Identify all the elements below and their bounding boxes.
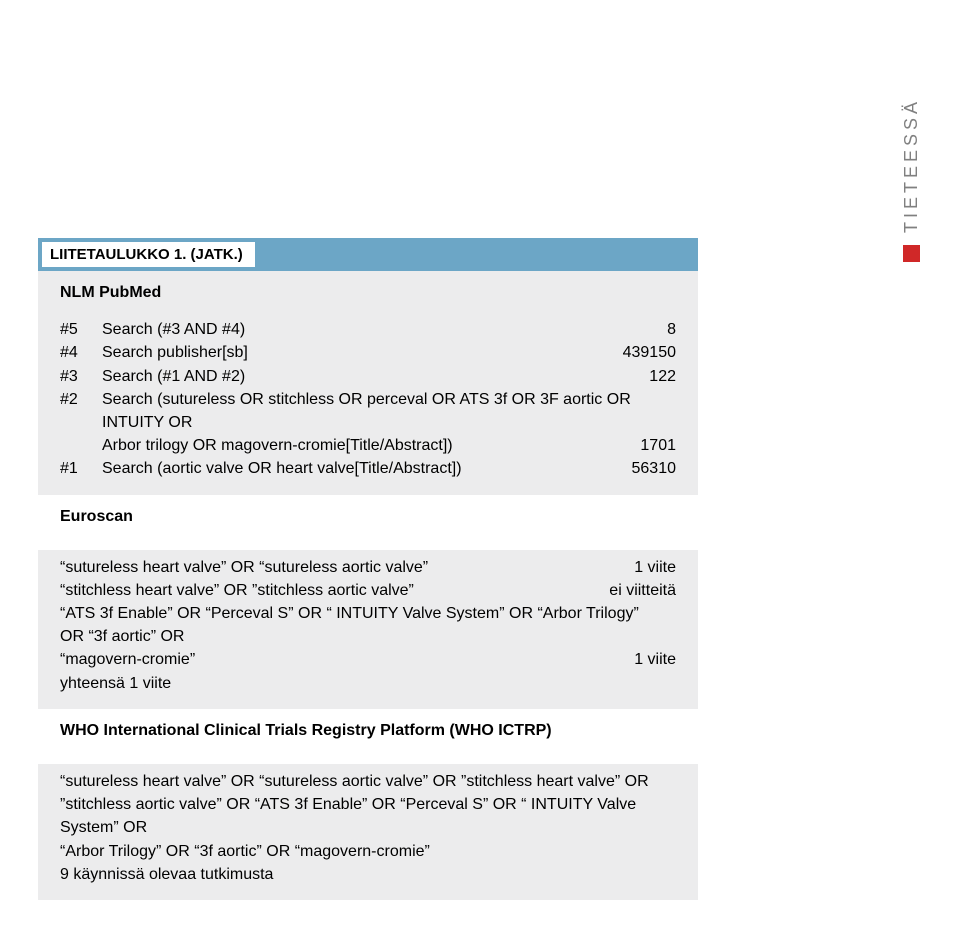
table-row: “ATS 3f Enable” OR “Perceval S” OR “ INT…: [60, 602, 676, 648]
row-query: Search (#3 AND #4): [102, 318, 245, 341]
table-header-bar: LIITETAULUKKO 1. (JATK.): [38, 238, 698, 271]
row-index: [60, 434, 102, 457]
table-row: #4Search publisher[sb] 439150: [60, 341, 676, 364]
row-count: 8: [647, 318, 676, 341]
who-line: ”stitchless aortic valve” OR “ATS 3f Ena…: [60, 793, 676, 839]
row-query: Search (sutureless OR stitchless OR perc…: [102, 388, 656, 434]
pubmed-title: NLM PubMed: [60, 281, 676, 304]
row-index: #1: [60, 457, 102, 480]
row-count: 1701: [620, 434, 676, 457]
table-row: #3Search (#1 AND #2) 122: [60, 365, 676, 388]
row-count: [656, 602, 676, 648]
row-count: 1 viite: [614, 556, 676, 579]
row-count: [656, 672, 676, 695]
row-index: #4: [60, 341, 102, 364]
document-content: LIITETAULUKKO 1. (JATK.) NLM PubMed #5Se…: [38, 238, 698, 900]
row-index: #3: [60, 365, 102, 388]
row-count: 439150: [603, 341, 676, 364]
who-title-block: WHO International Clinical Trials Regist…: [38, 709, 698, 764]
who-line: 9 käynnissä olevaa tutkimusta: [60, 863, 676, 886]
table-row: #2Search (sutureless OR stitchless OR pe…: [60, 388, 676, 434]
row-count: [656, 388, 676, 434]
table-row: #5Search (#3 AND #4) 8: [60, 318, 676, 341]
who-line: “sutureless heart valve” OR “sutureless …: [60, 770, 676, 793]
table-row: “stitchless heart valve” OR ”stitchless …: [60, 579, 676, 602]
row-query: Search (#1 AND #2): [102, 365, 245, 388]
row-query: “stitchless heart valve” OR ”stitchless …: [60, 579, 589, 602]
table-row: Arbor trilogy OR magovern-cromie[Title/A…: [60, 434, 676, 457]
row-query: Arbor trilogy OR magovern-cromie[Title/A…: [102, 434, 453, 457]
row-query: “sutureless heart valve” OR “sutureless …: [60, 556, 614, 579]
pubmed-block: NLM PubMed #5Search (#3 AND #4) 8 #4Sear…: [38, 271, 698, 495]
row-count: ei viitteitä: [589, 579, 676, 602]
row-query: yhteensä 1 viite: [60, 672, 656, 695]
sidebar-vertical-text: TIETEESSÄ: [901, 98, 922, 233]
sidebar-section-label: TIETEESSÄ: [901, 98, 922, 262]
euroscan-rows-block: “sutureless heart valve” OR “sutureless …: [38, 550, 698, 709]
row-count: 56310: [612, 457, 677, 480]
who-line: “Arbor Trilogy” OR “3f aortic” OR “magov…: [60, 840, 676, 863]
row-index: #2: [60, 388, 102, 434]
row-query: “ATS 3f Enable” OR “Perceval S” OR “ INT…: [60, 602, 656, 648]
row-query: “magovern-cromie”: [60, 648, 614, 671]
row-query: Search (aortic valve OR heart valve[Titl…: [102, 457, 462, 480]
table-row: yhteensä 1 viite: [60, 672, 676, 695]
euroscan-block: Euroscan: [38, 495, 698, 550]
table-row: #1Search (aortic valve OR heart valve[Ti…: [60, 457, 676, 480]
row-query: Search publisher[sb]: [102, 341, 248, 364]
table-row: “sutureless heart valve” OR “sutureless …: [60, 556, 676, 579]
table-row: “magovern-cromie” 1 viite: [60, 648, 676, 671]
row-index: #5: [60, 318, 102, 341]
row-count: 1 viite: [614, 648, 676, 671]
euroscan-title: Euroscan: [60, 505, 676, 528]
table-header-title: LIITETAULUKKO 1. (JATK.): [38, 238, 255, 271]
sidebar-red-square: [903, 245, 920, 262]
who-rows-block: “sutureless heart valve” OR “sutureless …: [38, 764, 698, 900]
row-count: 122: [629, 365, 676, 388]
who-title: WHO International Clinical Trials Regist…: [60, 719, 676, 742]
